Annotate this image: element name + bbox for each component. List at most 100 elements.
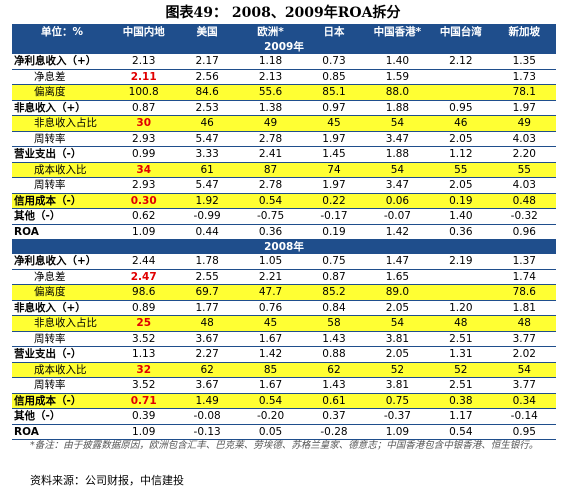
cell: 0.62 [112, 208, 176, 225]
cell: 78.6 [492, 284, 556, 301]
cell: 0.96 [492, 224, 556, 240]
header-cell: 日本 [302, 24, 366, 40]
cell: 3.77 [492, 331, 556, 347]
cell: 2.47 [112, 269, 176, 285]
cell: 48 [429, 315, 493, 332]
cell: 2.44 [112, 254, 176, 270]
cell: 1.13 [112, 346, 176, 363]
cell: 54 [365, 315, 430, 332]
cell: 1.97 [302, 131, 366, 147]
cell: 1.97 [302, 177, 366, 194]
row-label: 净息差 [12, 69, 112, 85]
cell: 0.19 [302, 224, 366, 240]
row-label: 偏离度 [12, 84, 112, 101]
cell: 1.20 [429, 300, 493, 316]
cell: 1.97 [492, 100, 556, 116]
cell: 98.6 [112, 284, 176, 301]
cell: 0.30 [112, 193, 176, 209]
cell: 0.97 [302, 100, 366, 116]
row-label: 净息差 [12, 269, 112, 285]
table-row: 非息收入（+） 0.87 2.53 1.38 0.97 1.88 0.95 1.97 [12, 100, 556, 116]
cell: 3.81 [365, 331, 430, 347]
cell: -0.37 [365, 408, 430, 425]
cell: 34 [112, 162, 176, 178]
cell: 84.6 [175, 84, 239, 101]
cell: 85.2 [302, 284, 366, 301]
cell: 32 [112, 362, 176, 378]
table-row: 周转率 2.93 5.47 2.78 1.97 3.47 2.05 4.03 [12, 177, 556, 194]
table-row: 非息收入占比 25 48 45 58 54 48 48 [12, 315, 556, 332]
cell: 1.35 [492, 54, 556, 70]
cell: -0.20 [238, 408, 303, 425]
table-row: 非息收入（+） 0.89 1.77 0.76 0.84 2.05 1.20 1.81 [12, 300, 556, 316]
cell: 2.56 [175, 69, 239, 85]
cell: 1.37 [492, 254, 556, 270]
footnote: *备注：由于披露数据原因，欧洲包含汇丰、巴克莱、劳埃德、苏格兰皇家、德意志；中国… [30, 440, 539, 451]
section-row: 2009年 [12, 40, 556, 54]
cell: 0.39 [112, 408, 176, 425]
cell: 0.19 [429, 193, 493, 209]
table-row: 周转率 3.52 3.67 1.67 1.43 3.81 2.51 3.77 [12, 377, 556, 394]
cell: 0.95 [429, 100, 493, 116]
cell: -0.99 [175, 208, 239, 225]
cell: 2.78 [238, 131, 303, 147]
header-cell: 单位：% [12, 24, 112, 40]
cell: 47.7 [238, 284, 303, 301]
header-cell: 中国香港* [365, 24, 430, 40]
cell: 3.52 [112, 331, 176, 347]
cell: 2.78 [238, 177, 303, 194]
cell: -0.13 [175, 424, 239, 440]
cell [429, 269, 493, 285]
cell: 1.43 [302, 377, 366, 394]
cell: 30 [112, 115, 176, 132]
cell: 0.48 [492, 193, 556, 209]
table-row: 净息差 2.11 2.56 2.13 0.85 1.59 1.73 [12, 69, 556, 85]
cell: 3.67 [175, 331, 239, 347]
cell: 0.71 [112, 393, 176, 409]
cell: 25 [112, 315, 176, 332]
cell: -0.28 [302, 424, 366, 440]
cell: 45 [238, 315, 303, 332]
cell: 54 [365, 115, 430, 132]
row-label: 成本收入比 [12, 162, 112, 178]
cell: 0.36 [429, 224, 493, 240]
cell: 0.54 [238, 393, 303, 409]
cell: 0.99 [112, 146, 176, 163]
row-label: 周转率 [12, 331, 112, 347]
row-label: 其他（-） [12, 408, 112, 425]
cell: 1.18 [238, 54, 303, 70]
cell: 3.81 [365, 377, 430, 394]
cell: 0.88 [302, 346, 366, 363]
cell: 52 [429, 362, 493, 378]
table-row: 偏离度 100.8 84.6 55.6 85.1 88.0 78.1 [12, 84, 556, 101]
cell: 1.05 [238, 254, 303, 270]
header-cell: 新加坡 [492, 24, 556, 40]
row-label: 非息收入（+） [12, 100, 112, 116]
cell: 1.59 [365, 69, 430, 85]
row-label: 非息收入（+） [12, 300, 112, 316]
cell: 4.03 [492, 177, 556, 194]
cell: 1.45 [302, 146, 366, 163]
row-label: 非息收入占比 [12, 115, 112, 132]
cell: 48 [492, 315, 556, 332]
cell: 62 [302, 362, 366, 378]
header-cell: 中国台湾 [429, 24, 493, 40]
cell: 49 [492, 115, 556, 132]
cell: 0.37 [302, 408, 366, 425]
cell: 1.88 [365, 100, 430, 116]
row-label: 周转率 [12, 377, 112, 394]
cell: 2.20 [492, 146, 556, 163]
section-label: 2008年 [12, 239, 556, 254]
table-row: 周转率 2.93 5.47 2.78 1.97 3.47 2.05 4.03 [12, 131, 556, 147]
table-row: 其他（-） 0.39 -0.08 -0.20 0.37 -0.37 1.17 -0.14 [12, 408, 556, 425]
cell: 2.21 [238, 269, 303, 285]
row-label: 成本收入比 [12, 362, 112, 378]
cell: 55 [429, 162, 493, 178]
cell: 46 [175, 115, 239, 132]
cell: 1.38 [238, 100, 303, 116]
cell: 85 [238, 362, 303, 378]
cell: 2.17 [175, 54, 239, 70]
cell: 87 [238, 162, 303, 178]
cell: 1.40 [365, 54, 430, 70]
